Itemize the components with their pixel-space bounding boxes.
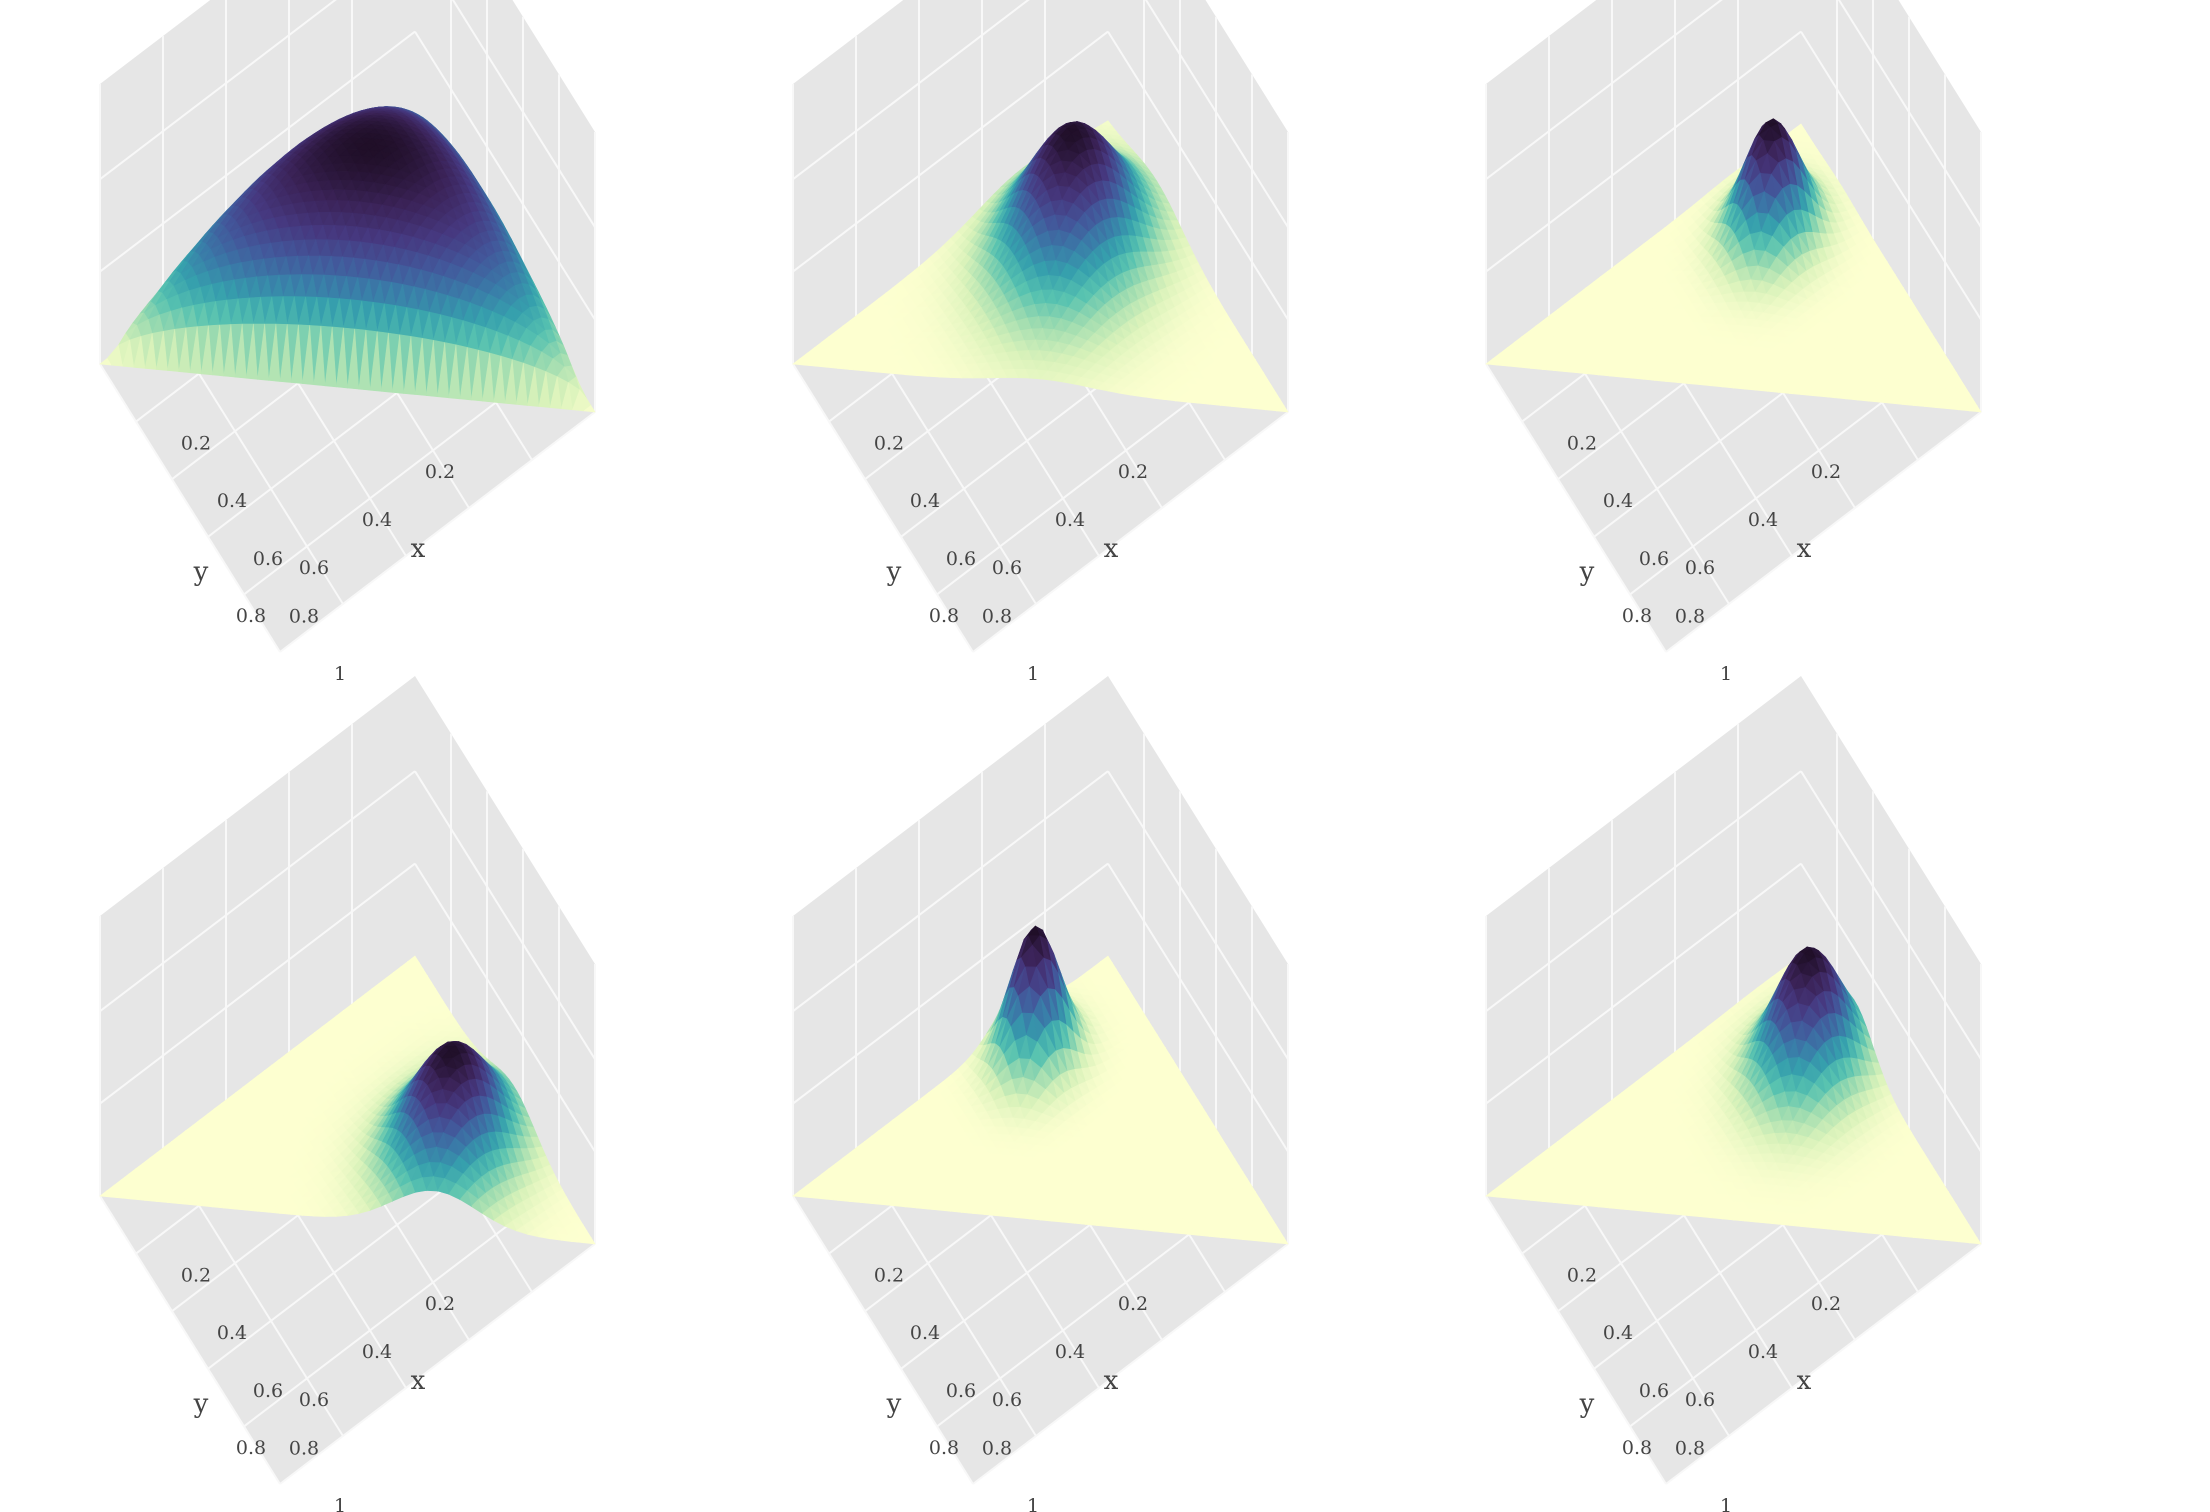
y-axis-label: y — [193, 557, 209, 587]
y-tick-label: 0.2 — [425, 461, 455, 483]
y-tick-label: 0.2 — [1118, 461, 1148, 483]
x-tick-label: 0.8 — [289, 605, 319, 627]
x-tick-label: 0.4 — [217, 490, 247, 512]
x-tick-label: 0.2 — [874, 433, 904, 455]
x-tick-label: 1 — [334, 663, 346, 685]
floor-gridline — [279, 411, 596, 653]
pane-gridline — [99, 0, 337, 180]
y-axis-label: y — [886, 557, 902, 587]
y-tick-label: 0.6 — [992, 557, 1022, 579]
x-tick-label: 0.2 — [181, 433, 211, 455]
y-tick-label: 0.8 — [236, 605, 266, 627]
surface-plot-1: 0.2 0.4 0.6 0.8 0.2 0.4 0.6 0.8 1 y x — [99, 0, 596, 685]
y-tick-label: 0.4 — [362, 509, 392, 531]
surface-mesh — [99, 106, 596, 413]
pane-gridline — [414, 31, 596, 321]
x-axis-label: x — [1104, 534, 1119, 564]
pane-gridline — [99, 30, 416, 273]
x-tick-label: 0.4 — [910, 490, 940, 512]
x-tick-label: 1 — [1027, 663, 1039, 685]
x-tick-label: 0.8 — [982, 605, 1012, 627]
x-tick-label: 0.6 — [253, 548, 283, 570]
pane-gridline — [451, 0, 596, 228]
floor-gridline — [99, 363, 281, 653]
surface-plot-2: 0.2 0.4 0.6 0.8 0.2 0.4 0.6 0.8 1 y x — [792, 0, 1289, 685]
y-tick-label: 0.8 — [929, 605, 959, 627]
y-tick-label: 0.4 — [1055, 509, 1085, 531]
x-tick-label: 0.6 — [946, 548, 976, 570]
x-axis-label: x — [411, 534, 426, 564]
y-tick-label: 0.6 — [299, 557, 329, 579]
